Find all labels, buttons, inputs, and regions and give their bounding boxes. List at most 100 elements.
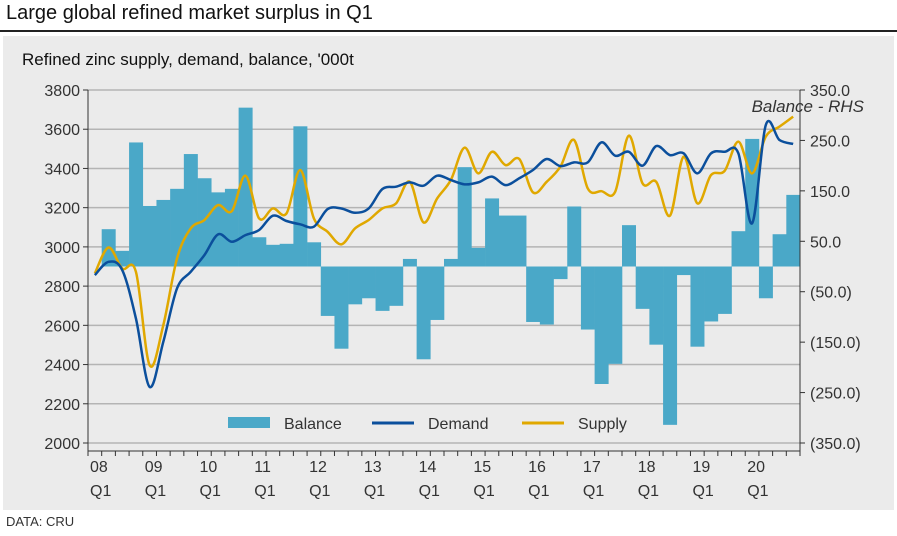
x-tick-label-year: 20 bbox=[747, 459, 765, 476]
x-tick-label-quarter: Q1 bbox=[473, 483, 494, 500]
x-tick-label-year: 15 bbox=[473, 459, 491, 476]
balance-bar bbox=[238, 107, 253, 267]
demand-line bbox=[93, 119, 794, 389]
x-tick-label-year: 10 bbox=[200, 459, 218, 476]
balance-bar bbox=[717, 266, 732, 314]
legend-label-supply: Supply bbox=[578, 416, 627, 433]
balance-bar bbox=[156, 199, 171, 267]
balance-bar bbox=[485, 198, 500, 267]
balance-bar bbox=[416, 266, 431, 360]
data-source: DATA: CRU bbox=[6, 514, 75, 529]
balance-bar bbox=[731, 231, 746, 267]
balance-bar bbox=[266, 244, 280, 267]
balance-bar bbox=[348, 266, 363, 305]
balance-rhs-annotation: Balance - RHS bbox=[752, 97, 865, 116]
y-left-tick-label: 2600 bbox=[44, 318, 80, 335]
balance-bar bbox=[252, 237, 267, 267]
y-right-tick-label: (250.0) bbox=[810, 386, 861, 403]
x-tick-label-quarter: Q1 bbox=[145, 483, 166, 500]
x-tick-label-quarter: Q1 bbox=[364, 483, 385, 500]
balance-bar bbox=[608, 266, 623, 364]
balance-bar bbox=[307, 242, 322, 267]
balance-bar bbox=[224, 188, 239, 267]
y-right-tick-label: 250.0 bbox=[810, 133, 850, 150]
balance-bar bbox=[512, 215, 527, 267]
balance-bar bbox=[539, 266, 554, 325]
x-tick-label-quarter: Q1 bbox=[309, 483, 330, 500]
y-right-tick-label: 150.0 bbox=[810, 184, 850, 201]
balance-bar bbox=[402, 258, 417, 267]
balance-bar bbox=[649, 266, 664, 345]
balance-bar bbox=[622, 225, 636, 267]
x-tick-label-year: 16 bbox=[528, 459, 546, 476]
y-left-tick-label: 3400 bbox=[44, 161, 80, 178]
balance-bar bbox=[526, 266, 541, 322]
balance-bar bbox=[567, 206, 582, 267]
y-right-tick-label: 350.0 bbox=[810, 83, 850, 100]
balance-bar bbox=[690, 266, 705, 347]
balance-bar bbox=[758, 266, 773, 299]
balance-bar bbox=[498, 215, 513, 267]
legend-swatch-balance bbox=[228, 417, 270, 428]
y-left-tick-label: 3800 bbox=[44, 83, 80, 100]
x-tick-label-year: 09 bbox=[145, 459, 163, 476]
balance-bar bbox=[676, 266, 691, 276]
x-tick-label-quarter: Q1 bbox=[200, 483, 221, 500]
x-tick-label-quarter: Q1 bbox=[90, 483, 111, 500]
balance-bar bbox=[580, 266, 595, 330]
y-right-tick-label: (50.0) bbox=[810, 285, 852, 302]
page-title: Large global refined market surplus in Q… bbox=[6, 2, 373, 24]
y-right-tick-label: 50.0 bbox=[810, 234, 841, 251]
x-tick-label-year: 11 bbox=[254, 459, 271, 476]
balance-bar bbox=[293, 126, 308, 267]
x-tick-label-quarter: Q1 bbox=[583, 483, 604, 500]
balance-bar bbox=[786, 194, 801, 267]
x-tick-label-year: 12 bbox=[309, 459, 327, 476]
x-tick-label-year: 14 bbox=[419, 459, 437, 476]
legend-label-demand: Demand bbox=[428, 416, 488, 433]
legend-label-balance: Balance bbox=[284, 416, 342, 433]
y-left-tick-label: 2200 bbox=[44, 397, 80, 414]
supply-line bbox=[93, 115, 794, 368]
chart-title: Refined zinc supply, demand, balance, '0… bbox=[22, 50, 354, 69]
y-left-tick-label: 2000 bbox=[44, 436, 80, 453]
balance-bar bbox=[375, 266, 390, 311]
x-tick-label-quarter: Q1 bbox=[692, 483, 713, 500]
balance-bar bbox=[129, 142, 144, 267]
y-left-tick-label: 2400 bbox=[44, 358, 80, 375]
x-tick-label-year: 19 bbox=[692, 459, 710, 476]
balance-bar bbox=[663, 266, 678, 425]
balance-bar bbox=[320, 266, 335, 316]
x-tick-label-year: 17 bbox=[583, 459, 601, 476]
balance-bar bbox=[594, 266, 609, 384]
balance-bar bbox=[772, 234, 787, 267]
balance-bar bbox=[704, 266, 719, 322]
x-tick-label-quarter: Q1 bbox=[419, 483, 440, 500]
x-tick-label-year: 18 bbox=[638, 459, 656, 476]
y-left-tick-label: 3600 bbox=[44, 122, 80, 139]
x-tick-label-quarter: Q1 bbox=[254, 483, 275, 500]
x-tick-label-quarter: Q1 bbox=[638, 483, 659, 500]
x-tick-label-quarter: Q1 bbox=[747, 483, 768, 500]
y-left-tick-label: 3200 bbox=[44, 201, 80, 218]
x-tick-label-year: 08 bbox=[90, 459, 108, 476]
y-right-tick-label: (350.0) bbox=[810, 436, 861, 453]
balance-bar bbox=[430, 266, 445, 320]
balance-bar bbox=[211, 192, 226, 267]
balance-bar bbox=[635, 266, 650, 309]
balance-bar bbox=[197, 178, 212, 267]
balance-bar bbox=[553, 266, 568, 280]
balance-bar bbox=[389, 266, 404, 306]
title-rule bbox=[0, 30, 897, 32]
balance-bar bbox=[457, 167, 472, 267]
balance-bar bbox=[279, 243, 294, 267]
balance-bar bbox=[334, 266, 349, 349]
balance-bar bbox=[142, 205, 157, 267]
x-tick-label-quarter: Q1 bbox=[528, 483, 549, 500]
y-left-tick-label: 2800 bbox=[44, 279, 80, 296]
chart-panel bbox=[3, 36, 894, 510]
y-left-tick-label: 3000 bbox=[44, 240, 80, 257]
balance-bar bbox=[444, 258, 458, 267]
y-right-tick-label: (150.0) bbox=[810, 335, 861, 352]
